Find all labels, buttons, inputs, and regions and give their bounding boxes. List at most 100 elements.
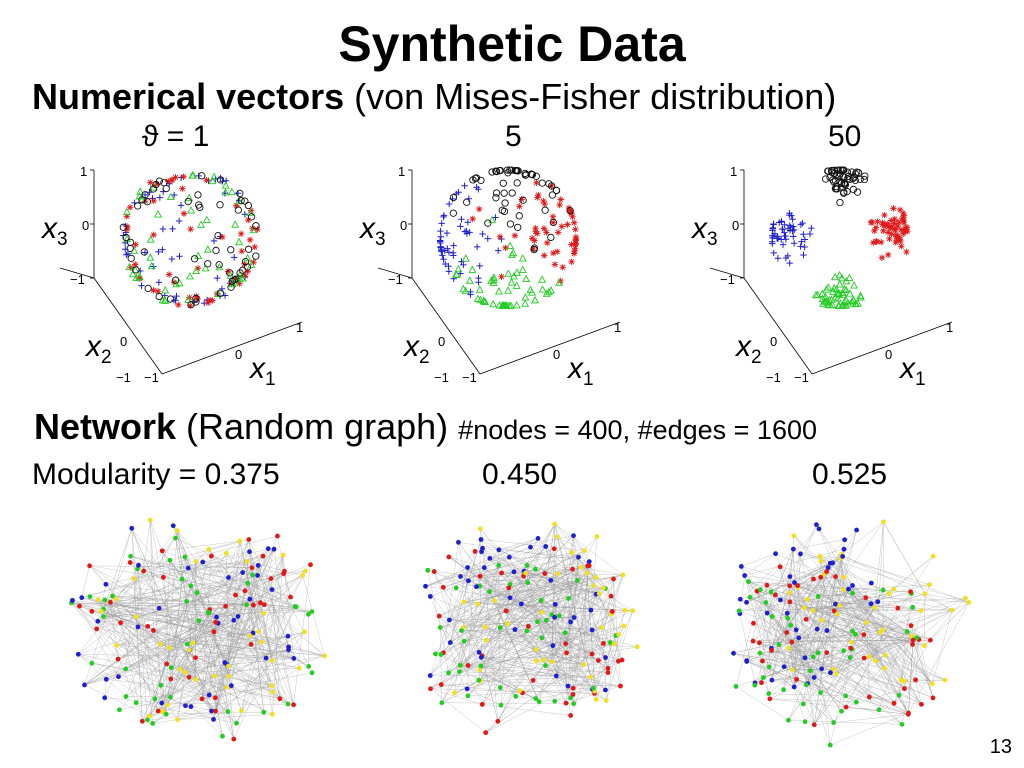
network-edge	[924, 593, 926, 646]
data-point-star	[232, 275, 240, 282]
network-edge	[753, 578, 814, 624]
data-point-star	[884, 251, 892, 259]
network-edge	[523, 570, 556, 605]
network-node-red	[288, 594, 293, 600]
data-point-circle	[515, 212, 523, 220]
network-edge	[771, 679, 808, 684]
network-edge	[551, 632, 566, 662]
network-node-yellow	[818, 558, 824, 564]
network-edge	[89, 565, 281, 699]
data-point-circle	[488, 168, 496, 176]
network-node-yellow	[898, 677, 904, 683]
modularity-label-3: 0.525	[812, 458, 888, 491]
data-point-triangle	[215, 262, 224, 271]
data-point-plus	[458, 258, 465, 265]
data-point-circle	[252, 222, 260, 230]
network-node-blue	[565, 683, 571, 689]
data-point-star	[558, 223, 565, 230]
data-point-star	[881, 211, 888, 219]
network-node-green	[158, 682, 164, 688]
network-node-green	[309, 670, 315, 676]
network-node-yellow	[864, 620, 869, 625]
network-node-blue	[811, 675, 817, 680]
network-node-blue	[846, 586, 851, 592]
data-point-star	[551, 261, 559, 268]
data-point-circle	[492, 189, 501, 197]
series-green	[122, 171, 258, 304]
data-point-triangle	[452, 270, 461, 278]
network-edge	[573, 565, 590, 704]
network-node-red	[506, 585, 512, 591]
y-tick-zero: 0	[770, 334, 777, 349]
network-node-blue	[548, 577, 554, 583]
data-point-circle	[449, 193, 458, 202]
network-edge	[439, 615, 599, 661]
network-edge	[425, 538, 539, 587]
network-node-red	[605, 665, 611, 671]
network-node-green	[807, 668, 813, 674]
data-point-star	[569, 213, 576, 221]
network-edge	[924, 598, 966, 646]
network-node-blue	[478, 537, 484, 542]
network-edge	[110, 602, 119, 660]
data-point-star	[132, 261, 139, 268]
axis-label-x2: x2	[734, 330, 762, 368]
data-point-star	[878, 254, 886, 261]
network-edge	[792, 656, 870, 670]
data-point-star	[251, 243, 258, 251]
data-point-triangle	[555, 278, 564, 286]
network-edge	[735, 686, 789, 721]
network-edge	[133, 578, 143, 722]
network-node-blue	[464, 686, 470, 692]
network-node-red	[223, 603, 228, 609]
data-point-circle	[463, 198, 471, 206]
network-node-red	[818, 574, 824, 580]
data-point-circle	[127, 254, 135, 262]
network-node-blue	[423, 583, 428, 589]
data-point-star	[892, 226, 899, 234]
network-edge	[91, 611, 97, 629]
data-point-star	[150, 287, 157, 294]
network-node-yellow	[552, 521, 558, 527]
network-edge	[116, 645, 186, 673]
network-edge	[904, 681, 933, 684]
data-point-plus	[458, 216, 465, 223]
network-edge	[97, 599, 163, 712]
data-point-star	[469, 215, 476, 223]
data-point-star	[150, 231, 157, 239]
data-point-circle	[528, 171, 537, 179]
network-edge	[252, 549, 275, 576]
network-edge	[110, 602, 250, 636]
data-point-plus	[437, 233, 445, 240]
network-edge	[443, 639, 487, 654]
network-edge	[177, 592, 198, 720]
data-point-star	[203, 177, 210, 184]
network-node-blue	[784, 610, 790, 616]
data-point-star	[890, 220, 898, 227]
network-node-blue	[744, 599, 749, 605]
network-edge	[759, 578, 814, 643]
network-node-yellow	[461, 599, 467, 605]
data-point-triangle	[235, 237, 243, 246]
network-node-blue	[868, 601, 874, 607]
data-point-triangle	[509, 271, 518, 280]
network-node-red	[824, 569, 829, 574]
network-node-yellow	[909, 633, 915, 639]
data-point-star	[867, 219, 875, 226]
network-node-blue	[255, 572, 260, 578]
data-point-plus	[457, 223, 464, 230]
sphere-plot-3: 1 0 −1 0 −1 −1 0 1 x3 x2 x1	[690, 164, 953, 390]
network-edge	[580, 536, 598, 568]
network-node-red	[777, 564, 783, 570]
network-edge	[833, 610, 922, 670]
data-point-plus	[800, 251, 807, 259]
network-edge	[538, 598, 569, 702]
network-node-red	[564, 650, 569, 656]
network-edge	[840, 557, 930, 585]
network-edge	[866, 622, 876, 661]
data-point-triangle	[459, 284, 468, 293]
network-edge	[554, 523, 585, 551]
network-node-green	[439, 700, 445, 706]
data-point-star	[247, 207, 255, 214]
network-node-yellow	[261, 610, 267, 616]
